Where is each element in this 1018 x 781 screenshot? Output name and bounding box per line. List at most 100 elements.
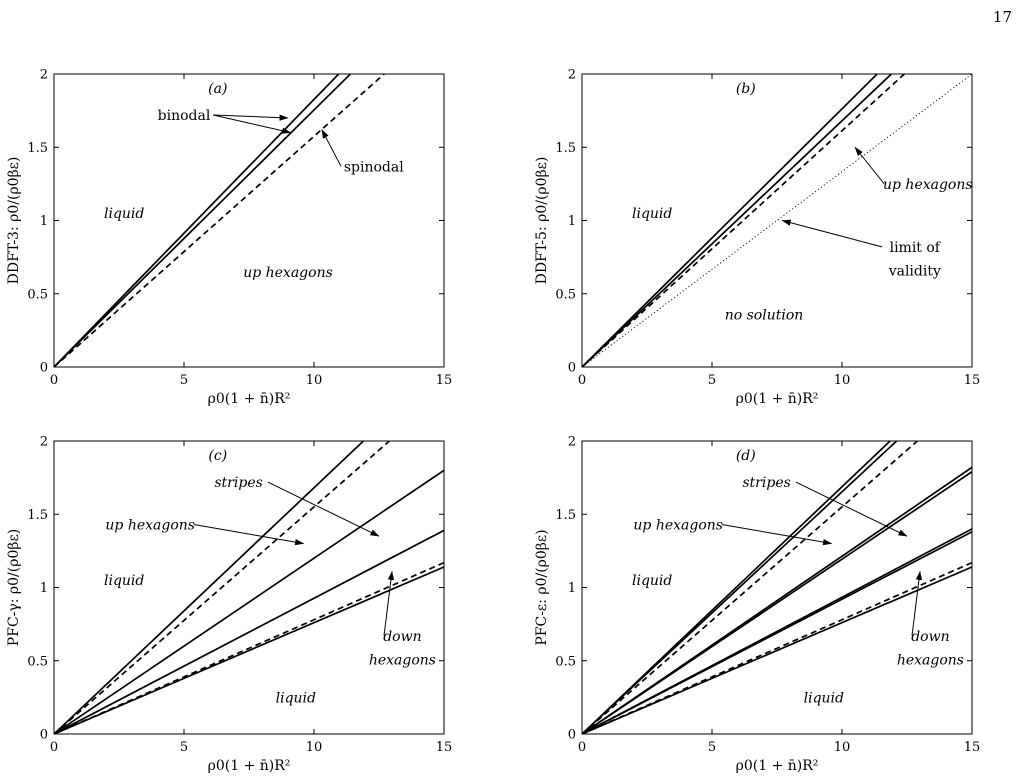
x-axis-label: ρ0(1 + n̄)R² bbox=[736, 758, 819, 774]
x-tick-label: 0 bbox=[578, 373, 586, 388]
annotation-label: down bbox=[911, 629, 949, 645]
y-tick-label: 0.5 bbox=[27, 654, 48, 669]
series-line-solid bbox=[582, 74, 878, 367]
annotation-arrow bbox=[781, 219, 883, 248]
annotation-arrow bbox=[795, 481, 908, 537]
series-line-dashed bbox=[582, 441, 918, 734]
panel-1: 0 5 10 15 0 0.5 1 1.5 2 ρ0(1 + n̄)R² DDFT-5: ρ0/(ρ… bbox=[534, 68, 980, 408]
annotation-arrow bbox=[854, 146, 885, 185]
series-line-solid bbox=[582, 74, 892, 367]
y-tick-label: 0 bbox=[568, 361, 576, 376]
series-group bbox=[582, 441, 972, 734]
y-tick-label: 2 bbox=[40, 68, 48, 83]
annotation-label: stripes bbox=[742, 475, 790, 491]
annotation-label: liquid bbox=[632, 573, 672, 589]
y-tick-label: 1 bbox=[568, 214, 576, 229]
panel-label: (b) bbox=[736, 81, 756, 97]
annotation-label: up hexagons bbox=[105, 518, 195, 534]
series-line-solid bbox=[54, 74, 340, 367]
series-line-dashed bbox=[54, 441, 390, 734]
x-tick-label: 5 bbox=[180, 373, 188, 388]
y-tick-label: 1.5 bbox=[555, 141, 576, 156]
y-axis-label: DDFT-3: ρ0/(ρ0βε) bbox=[6, 157, 22, 285]
x-tick-label: 15 bbox=[964, 373, 981, 388]
annotation-arrow bbox=[267, 481, 380, 537]
y-tick-label: 0 bbox=[40, 728, 48, 743]
annotation-label: hexagons bbox=[369, 652, 436, 668]
annotation-label: no solution bbox=[725, 307, 804, 323]
series-line-solid bbox=[582, 531, 972, 734]
annotation-arrow bbox=[911, 570, 923, 636]
y-axis-label: PFC-γ: ρ0/(ρ0βε) bbox=[6, 529, 22, 646]
annotation-arrow bbox=[383, 570, 395, 636]
annotation-label: validity bbox=[888, 263, 941, 279]
x-tick-label: 0 bbox=[578, 740, 586, 755]
annotation-arrow bbox=[213, 114, 289, 121]
x-tick-label: 5 bbox=[180, 740, 188, 755]
y-tick-label: 1.5 bbox=[27, 508, 48, 523]
y-tick-label: 0.5 bbox=[27, 287, 48, 302]
y-axis-label: DDFT-5: ρ0/(ρ0βε) bbox=[534, 157, 550, 285]
annotation-label: binodal bbox=[158, 108, 211, 124]
annotation-label: down bbox=[383, 629, 421, 645]
panel-label: (c) bbox=[208, 448, 227, 464]
x-tick-label: 10 bbox=[306, 373, 323, 388]
y-tick-label: 1 bbox=[568, 581, 576, 596]
x-tick-label: 10 bbox=[834, 740, 851, 755]
panel-0: 0 5 10 15 0 0.5 1 1.5 2 ρ0(1 + n̄)R² DDFT-3: ρ0/(ρ… bbox=[6, 68, 452, 408]
series-line-solid bbox=[582, 441, 898, 734]
series-line-solid bbox=[54, 441, 364, 734]
y-axis-label: PFC-ε: ρ0/(ρ0βε) bbox=[534, 529, 550, 645]
x-tick-label: 15 bbox=[436, 740, 453, 755]
x-tick-label: 15 bbox=[436, 373, 453, 388]
panel-label: (a) bbox=[208, 81, 227, 97]
annotation-label: up hexagons bbox=[633, 518, 723, 534]
x-tick-label: 5 bbox=[708, 740, 716, 755]
annotation-arrow bbox=[193, 524, 305, 546]
series-line-dashed bbox=[582, 74, 905, 367]
y-tick-label: 1 bbox=[40, 214, 48, 229]
x-axis-label: ρ0(1 + n̄)R² bbox=[208, 758, 291, 774]
x-tick-label: 15 bbox=[964, 740, 981, 755]
annotation-label: up hexagons bbox=[243, 265, 333, 281]
x-tick-label: 5 bbox=[708, 373, 716, 388]
series-line-solid bbox=[54, 529, 444, 734]
y-tick-label: 2 bbox=[568, 435, 576, 450]
annotation-label: liquid bbox=[276, 690, 316, 706]
y-tick-label: 0.5 bbox=[555, 287, 576, 302]
annotation-label: liquid bbox=[104, 206, 144, 222]
panel-label: (d) bbox=[736, 448, 756, 464]
series-line-solid bbox=[54, 566, 444, 734]
series-line-solid bbox=[582, 566, 972, 734]
series-group bbox=[54, 74, 385, 367]
annotation-arrow bbox=[321, 129, 342, 167]
series-group bbox=[54, 441, 444, 734]
panel-2: 0 5 10 15 0 0.5 1 1.5 2 ρ0(1 + n̄)R² PFC-γ: ρ0/(ρ0… bbox=[6, 435, 452, 775]
annotation-label: liquid bbox=[104, 573, 144, 589]
series-line-solid bbox=[54, 469, 444, 734]
x-tick-label: 0 bbox=[50, 740, 58, 755]
annotation-label: up hexagons bbox=[883, 177, 973, 193]
y-tick-label: 2 bbox=[40, 435, 48, 450]
annotation-label: hexagons bbox=[897, 652, 964, 668]
y-tick-label: 0.5 bbox=[555, 654, 576, 669]
series-line-solid bbox=[54, 74, 351, 367]
series-line-dashed bbox=[54, 74, 385, 367]
y-tick-label: 0 bbox=[40, 361, 48, 376]
y-tick-label: 0 bbox=[568, 728, 576, 743]
panel-3: 0 5 10 15 0 0.5 1 1.5 2 ρ0(1 + n̄)R² PFC-ε: ρ0/(ρ0… bbox=[534, 435, 980, 775]
x-tick-label: 10 bbox=[306, 740, 323, 755]
x-tick-label: 10 bbox=[834, 373, 851, 388]
y-tick-label: 1 bbox=[40, 581, 48, 596]
annotation-label: spinodal bbox=[344, 159, 404, 175]
annotation-label: limit of bbox=[890, 240, 942, 256]
page-number: 17 bbox=[993, 8, 1012, 26]
annotation-label: liquid bbox=[632, 206, 672, 222]
y-tick-label: 1.5 bbox=[27, 141, 48, 156]
annotation-label: liquid bbox=[804, 690, 844, 706]
annotation-arrow bbox=[721, 524, 833, 546]
series-group bbox=[582, 74, 972, 367]
x-axis-label: ρ0(1 + n̄)R² bbox=[208, 391, 291, 407]
series-line-solid bbox=[582, 471, 972, 734]
